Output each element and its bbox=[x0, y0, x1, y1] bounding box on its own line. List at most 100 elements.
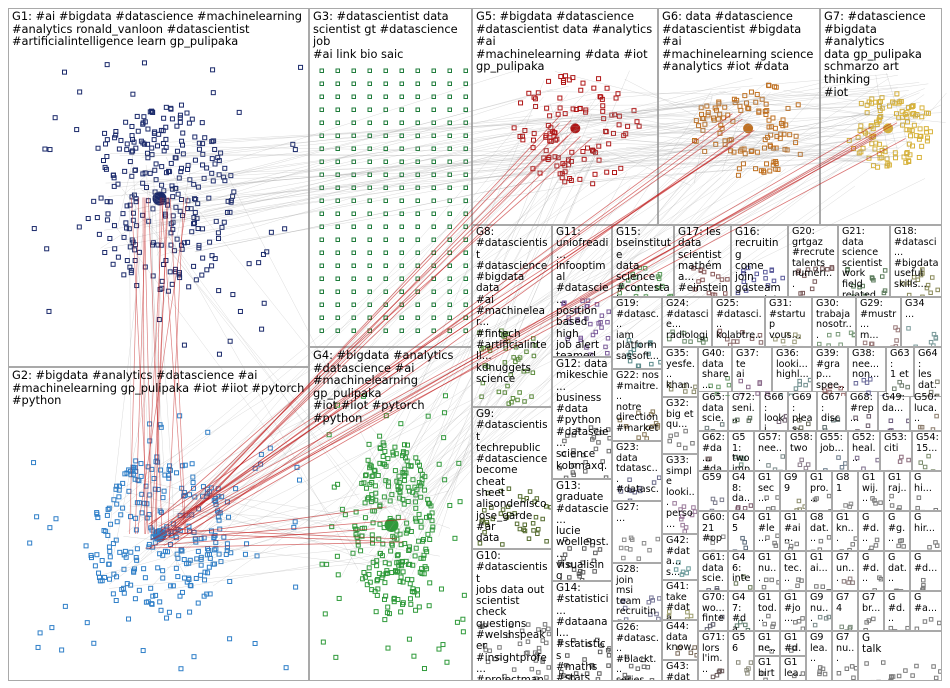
network-node bbox=[911, 274, 917, 280]
network-node bbox=[254, 553, 260, 559]
network-node bbox=[98, 195, 104, 201]
network-node bbox=[179, 213, 185, 219]
network-node bbox=[116, 494, 122, 500]
network-node bbox=[383, 120, 388, 125]
group-box-g28: G28: join msi team recruiting phd... bbox=[612, 563, 662, 621]
network-node bbox=[187, 177, 193, 183]
network-node bbox=[159, 164, 165, 170]
group-box-s24: G hir... bbox=[910, 511, 942, 551]
network-node bbox=[557, 639, 563, 644]
network-node bbox=[336, 595, 342, 601]
group-label: G36: looki... highl... bbox=[776, 348, 809, 381]
network-node bbox=[163, 104, 169, 110]
network-node bbox=[793, 620, 798, 625]
network-node bbox=[124, 147, 130, 153]
network-node bbox=[127, 159, 133, 165]
network-node bbox=[756, 108, 762, 114]
network-node bbox=[869, 141, 875, 147]
network-node bbox=[192, 157, 198, 163]
group-label: G39: #grap... spee... bbox=[816, 348, 845, 397]
network-node bbox=[132, 258, 138, 264]
network-node bbox=[919, 114, 925, 120]
network-node bbox=[383, 185, 388, 190]
network-node bbox=[178, 666, 184, 672]
network-node bbox=[170, 213, 176, 219]
group-box-s26: G dat... bbox=[884, 551, 910, 591]
network-node bbox=[826, 343, 831, 346]
network-node bbox=[233, 486, 239, 492]
network-node bbox=[399, 198, 404, 203]
network-node bbox=[366, 572, 372, 578]
network-node bbox=[823, 468, 828, 470]
group-box-g19: G19: #datasc... iam platform sassoft... bbox=[612, 297, 662, 369]
network-node bbox=[351, 237, 356, 242]
network-node bbox=[719, 614, 725, 620]
group-label: G dat... bbox=[888, 552, 907, 585]
network-node bbox=[866, 155, 872, 161]
network-node bbox=[222, 165, 228, 171]
network-node bbox=[460, 629, 466, 635]
network-node bbox=[561, 79, 567, 85]
network-node bbox=[367, 81, 372, 86]
network-node bbox=[291, 524, 297, 530]
network-node bbox=[584, 671, 590, 676]
network-node bbox=[916, 495, 922, 500]
network-node bbox=[167, 542, 173, 548]
network-node bbox=[115, 254, 121, 260]
group-nodes bbox=[888, 625, 909, 630]
network-node bbox=[904, 127, 910, 133]
network-node bbox=[921, 577, 926, 583]
network-node bbox=[719, 668, 725, 674]
network-node bbox=[320, 639, 326, 645]
network-node bbox=[913, 344, 918, 346]
network-node bbox=[817, 665, 823, 670]
network-node bbox=[186, 120, 192, 126]
network-node bbox=[796, 498, 802, 504]
network-node bbox=[136, 249, 142, 255]
group-box-g61: G61: data scie... bbox=[698, 551, 728, 591]
network-node bbox=[130, 210, 136, 216]
network-node bbox=[740, 161, 746, 167]
network-node bbox=[207, 591, 213, 597]
network-node bbox=[555, 111, 561, 117]
network-node bbox=[383, 68, 388, 73]
group-label: G #d... bbox=[862, 512, 880, 545]
network-node bbox=[877, 108, 883, 114]
network-node bbox=[743, 100, 749, 106]
network-node bbox=[441, 435, 447, 441]
network-node bbox=[758, 645, 764, 650]
network-node bbox=[479, 624, 485, 629]
network-node bbox=[447, 211, 452, 216]
network-node bbox=[624, 545, 630, 551]
network-node bbox=[906, 141, 912, 147]
network-node bbox=[383, 302, 388, 307]
network-node bbox=[177, 513, 183, 519]
network-node bbox=[585, 145, 591, 151]
network-node bbox=[351, 224, 356, 229]
network-node bbox=[157, 551, 163, 557]
network-node bbox=[918, 460, 923, 465]
network-node bbox=[326, 432, 332, 438]
group-label: G45 bbox=[732, 512, 746, 534]
network-node bbox=[570, 676, 576, 680]
network-node bbox=[580, 570, 586, 575]
network-node bbox=[921, 585, 926, 590]
group-box-g49: G49: da... bbox=[878, 391, 910, 431]
network-node bbox=[213, 540, 219, 546]
network-node bbox=[710, 622, 716, 627]
network-node bbox=[447, 81, 452, 86]
network-node bbox=[604, 85, 610, 91]
group-box-g74: G74 bbox=[832, 591, 858, 631]
network-node bbox=[174, 470, 180, 476]
network-node bbox=[905, 625, 909, 630]
network-node bbox=[124, 203, 130, 209]
network-node bbox=[351, 250, 356, 255]
network-node bbox=[397, 578, 403, 584]
network-node bbox=[142, 575, 148, 581]
network-node bbox=[153, 177, 159, 183]
network-node bbox=[800, 671, 805, 676]
network-node bbox=[399, 328, 404, 333]
network-node bbox=[383, 133, 388, 138]
network-node bbox=[596, 157, 602, 163]
network-node bbox=[147, 492, 153, 498]
